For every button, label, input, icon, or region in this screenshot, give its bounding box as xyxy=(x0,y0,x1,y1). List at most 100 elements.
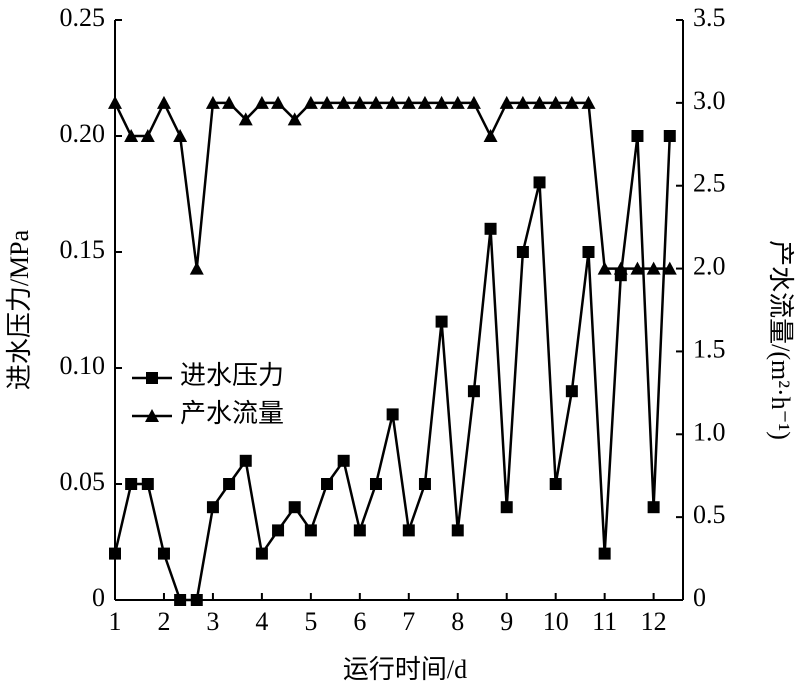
triangle-marker xyxy=(646,261,661,275)
square-marker xyxy=(598,547,611,560)
triangle-marker xyxy=(303,95,318,109)
square-marker xyxy=(582,246,595,258)
y-tick-label: 0.25 xyxy=(60,3,106,32)
x-tick-label: 6 xyxy=(353,607,366,636)
x-tick-label: 4 xyxy=(255,607,268,636)
x-tick-label: 2 xyxy=(157,607,170,636)
square-marker xyxy=(146,372,158,384)
triangle-marker xyxy=(417,95,432,109)
square-marker xyxy=(288,501,301,514)
y-axis-title: 进水压力/MPa xyxy=(5,229,34,390)
y2-axis-title: 产水流量/(m²·h⁻¹) xyxy=(766,240,795,440)
square-marker xyxy=(533,176,546,189)
square-marker xyxy=(223,478,236,490)
x-tick-label: 5 xyxy=(304,607,317,636)
x-tick-label: 11 xyxy=(592,607,617,636)
square-marker xyxy=(157,547,170,560)
y2-tick-label: 1.5 xyxy=(693,334,726,363)
square-marker xyxy=(418,478,431,490)
triangle-marker xyxy=(205,95,220,109)
triangle-marker xyxy=(450,95,465,109)
triangle-marker xyxy=(173,129,188,142)
triangle-marker xyxy=(189,261,204,275)
y-tick-label: 0.05 xyxy=(60,467,106,496)
square-marker xyxy=(353,524,366,537)
square-marker xyxy=(239,454,252,467)
square-marker xyxy=(321,478,334,490)
square-marker xyxy=(206,501,219,514)
triangle-marker xyxy=(515,95,530,109)
square-marker xyxy=(174,594,187,606)
y-tick-label: 0.10 xyxy=(60,351,106,380)
square-marker xyxy=(272,524,285,537)
y2-tick-label: 0.5 xyxy=(693,500,726,529)
square-marker xyxy=(484,222,497,235)
square-marker xyxy=(109,547,121,560)
triangle-marker xyxy=(254,95,269,109)
y2-tick-label: 3.5 xyxy=(693,3,726,32)
triangle-marker xyxy=(140,129,155,142)
square-marker xyxy=(255,547,268,560)
square-marker xyxy=(565,385,578,398)
x-axis-title: 运行时间/d xyxy=(343,655,467,684)
triangle-marker xyxy=(336,95,351,109)
triangle-marker xyxy=(385,95,400,109)
triangle-marker xyxy=(108,95,122,109)
x-tick-label: 9 xyxy=(500,607,513,636)
square-marker xyxy=(141,478,154,490)
triangle-marker xyxy=(145,409,159,422)
y-tick-label: 0.20 xyxy=(60,119,106,148)
square-marker xyxy=(500,501,513,514)
triangle-marker xyxy=(238,112,253,126)
square-marker xyxy=(125,478,138,490)
triangle-marker xyxy=(368,95,383,109)
square-marker xyxy=(304,524,317,537)
triangle-marker xyxy=(320,95,335,109)
triangle-marker xyxy=(352,95,367,109)
triangle-marker xyxy=(499,95,514,109)
triangle-marker xyxy=(124,129,139,142)
triangle-marker xyxy=(222,95,237,109)
square-marker xyxy=(549,478,562,490)
square-marker xyxy=(663,130,676,142)
x-tick-label: 12 xyxy=(641,607,667,636)
x-tick-label: 8 xyxy=(451,607,464,636)
square-marker xyxy=(402,524,415,537)
triangle-marker xyxy=(630,261,645,275)
x-tick-label: 7 xyxy=(402,607,415,636)
square-marker xyxy=(631,130,644,142)
square-marker xyxy=(386,408,399,421)
y2-tick-label: 1.0 xyxy=(693,417,726,446)
triangle-marker xyxy=(434,95,449,109)
y2-tick-label: 0 xyxy=(693,583,706,612)
series-line xyxy=(113,100,670,270)
legend-label: 进水压力 xyxy=(180,361,284,390)
square-marker xyxy=(435,315,448,328)
x-tick-label: 10 xyxy=(543,607,569,636)
triangle-marker xyxy=(466,95,481,109)
triangle-marker xyxy=(156,95,171,109)
legend-label: 产水流量 xyxy=(180,399,284,428)
square-marker xyxy=(190,594,203,606)
y2-tick-label: 2.5 xyxy=(693,169,726,198)
triangle-marker xyxy=(483,129,498,142)
square-marker xyxy=(516,246,529,258)
square-marker xyxy=(647,501,660,514)
square-marker xyxy=(467,385,480,398)
triangle-marker xyxy=(401,95,416,109)
square-marker xyxy=(451,524,464,537)
triangle-marker xyxy=(662,261,677,275)
triangle-marker xyxy=(548,95,563,109)
triangle-marker xyxy=(532,95,547,109)
y-tick-label: 0.15 xyxy=(60,235,106,264)
triangle-marker xyxy=(287,112,302,126)
y2-tick-label: 2.0 xyxy=(693,252,726,281)
triangle-marker xyxy=(613,261,628,275)
triangle-marker xyxy=(271,95,286,109)
x-tick-label: 1 xyxy=(109,607,122,636)
triangle-marker xyxy=(581,95,596,109)
y-tick-label: 0 xyxy=(92,583,105,612)
triangle-marker xyxy=(597,261,612,275)
y2-tick-label: 3.0 xyxy=(693,86,726,115)
